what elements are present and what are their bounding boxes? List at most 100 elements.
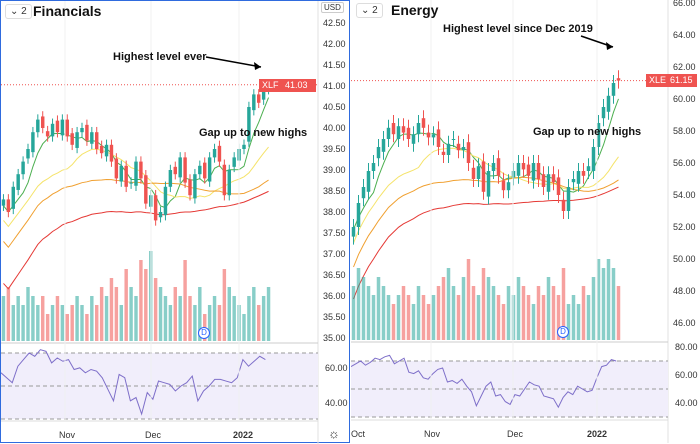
volume-bar [198,287,202,341]
volume-bar [391,304,396,340]
volume-bar [247,296,251,341]
volume-bar [158,287,163,341]
volume-bar [173,287,177,341]
price-tick: 42.00 [323,39,346,49]
candle-body [80,128,84,133]
price-tick: 52.00 [673,222,696,232]
annotation-gap: Gap up to new highs [533,126,642,138]
candle-body [183,157,187,183]
volume-bar [90,296,94,341]
symbol-tag: XLF [259,79,282,92]
candle-body [471,167,476,179]
volume-bar [55,296,60,341]
candle-body [556,177,561,195]
volume-bar [371,295,376,340]
volume-bar [536,286,541,340]
volume-bar [232,296,236,341]
candle-body [153,195,158,221]
candle-body [416,123,421,135]
mode-selector[interactable]: ⌄ 2 [5,4,32,19]
volume-bar [411,304,416,340]
candle-body [36,119,40,133]
volume-bar [21,305,25,341]
mode-selector[interactable]: ⌄ 2 [356,3,383,18]
volume-bar [491,286,496,340]
energy-chart-panel[interactable]: ⌄ 2 Energy Highest level since Dec 2019 … [351,0,700,443]
volume-bar [227,287,231,341]
volume-bar [426,304,431,340]
volume-bar [616,286,621,340]
volume-bar [139,260,143,341]
candle-body [351,227,356,237]
volume-bar [183,260,187,341]
candle-body [242,144,246,149]
volume-bar [581,286,586,340]
candle-body [506,182,511,191]
candle-body [129,182,133,184]
volume-bar [193,305,197,341]
candle-body [70,133,74,145]
candle-body [31,132,35,153]
rsi-line [1,349,266,416]
price-tick: 48.00 [673,286,696,296]
currency-selector[interactable]: USD [321,2,344,13]
ma200-line [353,186,619,300]
annotation-highest: Highest level since Dec 2019 [443,23,593,35]
volume-bar [168,305,173,341]
candle-body [207,157,212,182]
volume-bar [6,287,11,341]
volume-bar [541,295,546,340]
volume-bar [551,286,556,340]
rsi-tick: 60.00 [325,363,348,373]
candle-body [371,163,376,171]
candle-body [173,166,177,175]
volume-bar [586,295,591,340]
volume-bar [611,268,616,340]
volume-bar [521,286,526,340]
price-tick: 38.00 [323,207,346,217]
candle-body [99,145,104,154]
candle-body [21,161,25,175]
settings-icon[interactable]: ☼ [328,426,340,441]
candle-body [406,127,411,139]
volume-bar [70,305,74,341]
volume-bar [486,277,491,340]
candle-body [541,174,546,187]
time-tick: 2022 [587,429,608,439]
financials-chart-canvas[interactable] [1,1,351,444]
mode-value: 2 [372,5,378,16]
candle-body [114,158,119,179]
price-tick: 35.00 [323,333,346,343]
dividend-marker[interactable]: D [557,326,569,338]
time-tick: Oct [351,429,366,439]
volume-bar [376,277,381,340]
candle-body [178,157,182,178]
candle-body [606,95,611,112]
candle-body [566,187,571,211]
candle-body [571,179,576,183]
financials-chart-panel[interactable]: ⌄ 2 Financials Highest level ever Gap up… [0,0,351,444]
mode-value: 2 [21,6,27,17]
candle-body [232,157,236,167]
candle-body [496,158,501,176]
candle-body [616,78,621,81]
dividend-marker[interactable]: D [198,327,210,339]
volume-bar [178,296,182,341]
volume-bar [571,295,576,340]
candle-body [1,199,6,206]
candle-body [158,212,163,218]
price-tick: 37.50 [323,228,346,238]
volume-bar [41,296,45,341]
volume-bar [16,296,20,341]
last-price-tag: 61.15 [667,74,697,87]
energy-chart-canvas[interactable] [351,0,700,443]
volume-bar [446,268,451,340]
candle-body [456,143,461,151]
price-tick: 60.00 [673,94,696,104]
time-tick: 2022 [233,430,254,440]
candle-body [586,166,591,171]
candle-body [212,149,217,158]
price-tick: 39.50 [323,144,346,154]
time-tick: Nov [59,430,76,440]
candle-body [261,86,266,100]
